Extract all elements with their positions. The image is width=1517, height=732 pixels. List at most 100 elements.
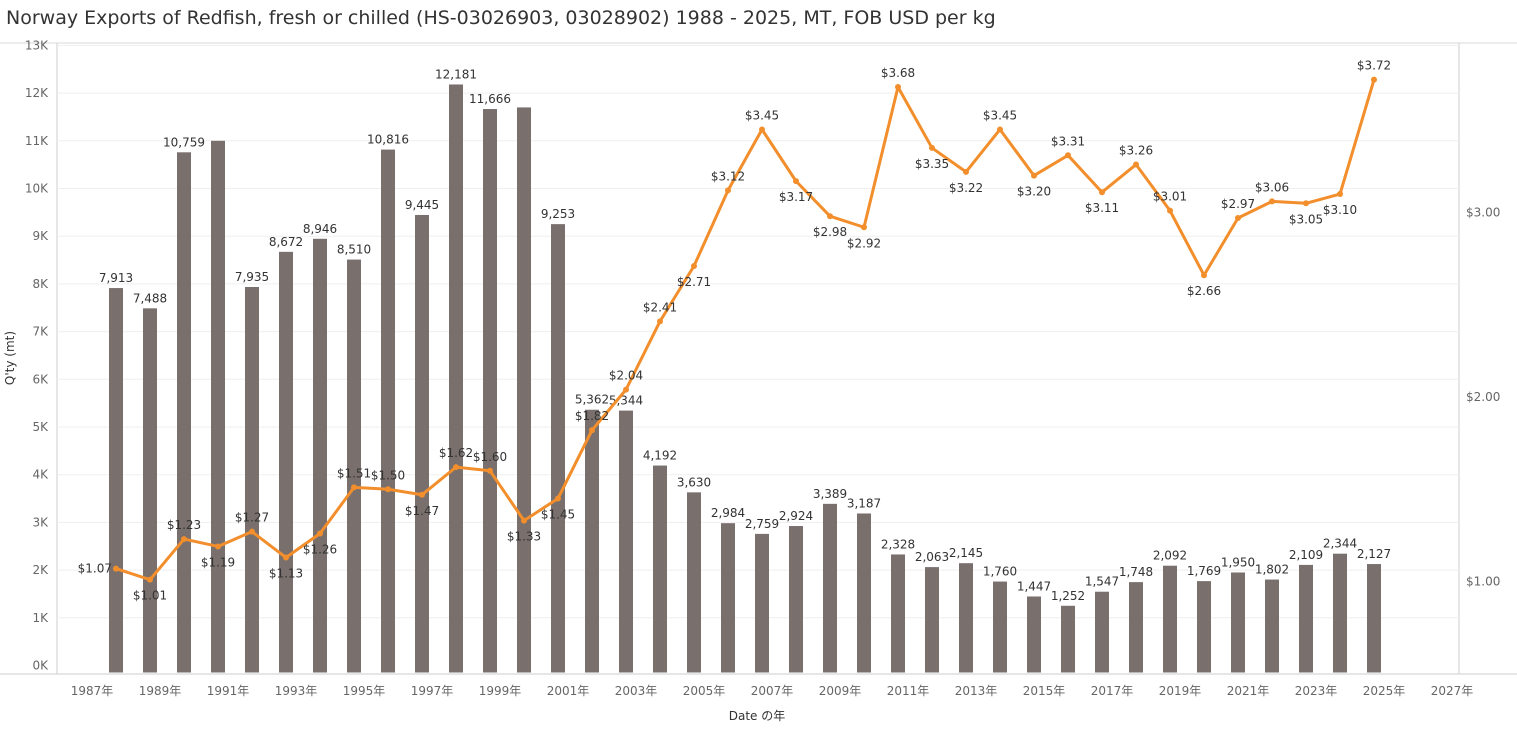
price-point <box>1031 172 1037 179</box>
quantity-label: 2,924 <box>779 509 813 523</box>
price-point <box>1133 161 1139 168</box>
quantity-label: 1,760 <box>983 565 1017 579</box>
quantity-bar <box>585 409 599 673</box>
quantity-label: 7,488 <box>133 291 167 305</box>
price-label: $1.51 <box>337 466 371 480</box>
quantity-label: 3,187 <box>847 496 881 510</box>
quantity-bar <box>1333 553 1347 673</box>
x-tick-label: 2015年 <box>1023 684 1066 698</box>
x-tick-label: 2027年 <box>1431 684 1474 698</box>
quantity-label: 11,666 <box>469 92 511 106</box>
quantity-bar <box>551 224 565 673</box>
price-point <box>385 486 391 493</box>
y-tick-label: 9K <box>32 229 49 243</box>
y2-tick-label: $2.00 <box>1466 390 1500 404</box>
price-label: $1.07 <box>78 562 112 576</box>
y-tick-label: 8K <box>32 277 49 291</box>
quantity-bar <box>313 238 327 673</box>
quantity-bar <box>381 149 395 673</box>
quantity-label: 2,328 <box>881 537 915 551</box>
y-tick-label: 4K <box>32 468 49 482</box>
y-tick-label: 1K <box>32 611 49 625</box>
price-point <box>895 84 901 91</box>
quantity-bar <box>211 140 225 673</box>
quantity-label: 5,362 <box>575 393 609 407</box>
quantity-label: 1,447 <box>1017 579 1051 593</box>
price-label: $2.04 <box>609 369 643 383</box>
price-label: $3.11 <box>1085 201 1119 215</box>
quantity-bar <box>177 152 191 673</box>
y-tick-label: 5K <box>32 420 49 434</box>
quantity-bar <box>959 563 973 673</box>
price-point <box>589 427 595 434</box>
quantity-label: 12,181 <box>435 67 477 81</box>
price-point <box>725 187 731 194</box>
price-label: $3.17 <box>779 190 813 204</box>
quantity-label: 2,092 <box>1153 549 1187 563</box>
price-label: $1.01 <box>133 589 167 603</box>
quantity-bar <box>449 84 463 673</box>
price-label: $1.47 <box>405 504 439 518</box>
y-tick-label: 12K <box>25 86 49 100</box>
price-label: $3.01 <box>1153 190 1187 204</box>
quantity-bar <box>143 308 157 673</box>
price-label: $1.45 <box>541 507 575 521</box>
price-point <box>453 464 459 471</box>
quantity-label: 3,630 <box>677 475 711 489</box>
x-tick-label: 2019年 <box>1159 684 1202 698</box>
price-label: $1.50 <box>371 468 405 482</box>
price-point <box>113 565 119 572</box>
x-tick-label: 1989年 <box>139 684 182 698</box>
price-point <box>997 126 1003 133</box>
quantity-label: 9,445 <box>405 198 439 212</box>
quantity-bar <box>619 410 633 673</box>
price-label: $3.06 <box>1255 180 1289 194</box>
x-tick-label: 2025年 <box>1363 684 1406 698</box>
y-tick-label: 11K <box>25 134 49 148</box>
quantity-label: 1,802 <box>1255 563 1289 577</box>
quantity-bar <box>653 465 667 673</box>
x-tick-label: 2001年 <box>547 684 590 698</box>
quantity-label: 1,748 <box>1119 565 1153 579</box>
price-point <box>1303 200 1309 207</box>
price-point <box>1269 198 1275 205</box>
price-line <box>114 78 1376 582</box>
quantity-bar <box>755 533 769 673</box>
quantity-bar <box>789 526 803 673</box>
price-label: $3.68 <box>881 66 915 80</box>
quantity-bar <box>1095 591 1109 673</box>
quantity-bar <box>1163 565 1177 673</box>
quantity-label: 10,759 <box>163 135 205 149</box>
x-tick-label: 1991年 <box>207 684 250 698</box>
y-tick-label: 0K <box>32 659 49 673</box>
price-label: $1.60 <box>473 450 507 464</box>
quantity-label: 2,759 <box>745 517 779 531</box>
price-label: $1.26 <box>303 543 337 557</box>
price-point <box>249 528 255 535</box>
price-point <box>147 576 153 583</box>
price-point <box>1167 207 1173 214</box>
quantity-bar <box>823 503 837 673</box>
quantity-label: 2,145 <box>949 546 983 560</box>
y2-tick-label: $3.00 <box>1466 206 1500 220</box>
price-label: $1.82 <box>575 409 609 423</box>
quantity-label: 5,344 <box>609 394 643 408</box>
quantity-label: 7,935 <box>235 270 269 284</box>
quantity-bar <box>415 214 429 673</box>
price-label: $3.05 <box>1289 212 1323 226</box>
price-point <box>759 126 765 133</box>
price-label: $3.12 <box>711 169 745 183</box>
x-tick-label: 2003年 <box>615 684 658 698</box>
quantity-bar <box>483 109 497 673</box>
x-tick-label: 1987年 <box>71 684 114 698</box>
quantity-label: 8,510 <box>337 243 371 257</box>
price-label: $3.45 <box>745 108 779 122</box>
price-point <box>283 554 289 561</box>
quantity-bar <box>1061 605 1075 673</box>
price-point <box>487 467 493 474</box>
price-point <box>861 224 867 231</box>
price-label: $2.71 <box>677 275 711 289</box>
quantity-bar <box>891 554 905 673</box>
x-tick-label: 1997年 <box>411 684 454 698</box>
quantity-label: 2,984 <box>711 506 745 520</box>
